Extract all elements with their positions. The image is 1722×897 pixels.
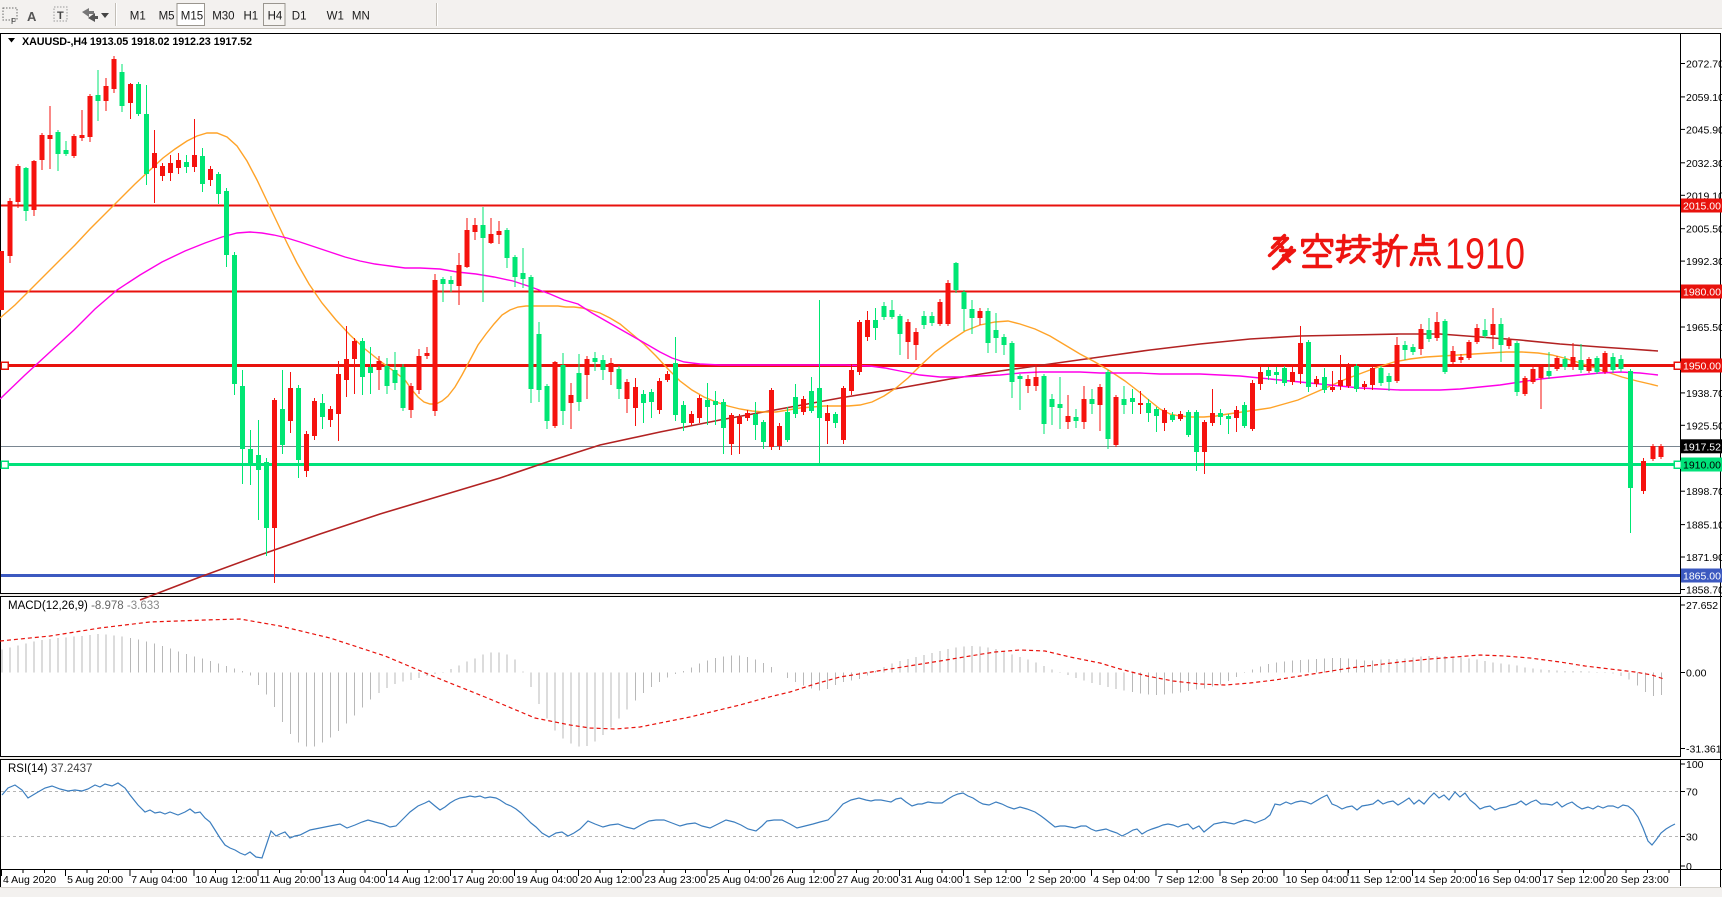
svg-text:2032.30: 2032.30 <box>1686 158 1722 170</box>
svg-text:1858.70: 1858.70 <box>1686 585 1722 597</box>
svg-text:M5: M5 <box>159 11 175 23</box>
svg-text:1885.10: 1885.10 <box>1686 520 1722 532</box>
svg-text:H1: H1 <box>244 11 259 23</box>
svg-text:4 Aug 2020: 4 Aug 2020 <box>3 874 56 886</box>
svg-text:1865.00: 1865.00 <box>1683 571 1721 583</box>
svg-text:16 Sep 04:00: 16 Sep 04:00 <box>1478 874 1541 886</box>
svg-text:W1: W1 <box>327 11 344 23</box>
svg-text:H4: H4 <box>268 11 283 23</box>
svg-text:2045.90: 2045.90 <box>1686 124 1722 136</box>
svg-text:1965.50: 1965.50 <box>1686 322 1722 334</box>
svg-text:1871.90: 1871.90 <box>1686 552 1722 564</box>
svg-text:2072.70: 2072.70 <box>1686 59 1722 71</box>
svg-text:RSI(14) 37.2437: RSI(14) 37.2437 <box>8 763 92 775</box>
svg-text:1992.30: 1992.30 <box>1686 256 1722 268</box>
svg-text:4 Sep 04:00: 4 Sep 04:00 <box>1093 874 1150 886</box>
svg-text:2015.00: 2015.00 <box>1683 201 1721 213</box>
svg-text:T: T <box>57 10 64 22</box>
svg-text:70: 70 <box>1686 787 1698 799</box>
svg-text:D1: D1 <box>292 11 307 23</box>
svg-text:20 Sep 23:00: 20 Sep 23:00 <box>1606 874 1669 886</box>
svg-text:5 Aug 20:00: 5 Aug 20:00 <box>67 874 123 886</box>
svg-text:25 Aug 04:00: 25 Aug 04:00 <box>708 874 770 886</box>
svg-text:F: F <box>11 17 16 26</box>
svg-text:31 Aug 04:00: 31 Aug 04:00 <box>901 874 963 886</box>
svg-text:14 Aug 12:00: 14 Aug 12:00 <box>388 874 450 886</box>
svg-text:M30: M30 <box>212 11 234 23</box>
svg-text:2 Sep 20:00: 2 Sep 20:00 <box>1029 874 1086 886</box>
svg-text:1917.52: 1917.52 <box>1683 441 1721 453</box>
svg-text:0: 0 <box>1686 861 1692 873</box>
svg-text:1910: 1910 <box>1445 230 1525 279</box>
svg-text:1 Sep 12:00: 1 Sep 12:00 <box>965 874 1022 886</box>
svg-text:2059.10: 2059.10 <box>1686 92 1722 104</box>
svg-text:26 Aug 12:00: 26 Aug 12:00 <box>773 874 835 886</box>
svg-text:M15: M15 <box>181 11 203 23</box>
svg-text:10 Aug 12:00: 10 Aug 12:00 <box>195 874 257 886</box>
svg-text:1950.00: 1950.00 <box>1683 361 1721 373</box>
svg-text:13 Aug 04:00: 13 Aug 04:00 <box>324 874 386 886</box>
svg-text:8 Sep 20:00: 8 Sep 20:00 <box>1222 874 1279 886</box>
svg-text:14 Sep 20:00: 14 Sep 20:00 <box>1414 874 1477 886</box>
svg-text:20 Aug 12:00: 20 Aug 12:00 <box>580 874 642 886</box>
svg-text:2005.50: 2005.50 <box>1686 224 1722 236</box>
svg-text:MACD(12,26,9) -8.978 -3.633: MACD(12,26,9) -8.978 -3.633 <box>8 600 160 612</box>
svg-text:0.00: 0.00 <box>1686 668 1707 680</box>
svg-text:7 Aug 04:00: 7 Aug 04:00 <box>131 874 187 886</box>
svg-text:MN: MN <box>352 11 370 23</box>
svg-text:23 Aug 23:00: 23 Aug 23:00 <box>644 874 706 886</box>
svg-text:M1: M1 <box>130 11 146 23</box>
svg-text:30: 30 <box>1686 832 1698 844</box>
svg-text:1980.00: 1980.00 <box>1683 287 1721 299</box>
svg-text:11 Aug 20:00: 11 Aug 20:00 <box>260 874 321 886</box>
svg-text:27 Aug 20:00: 27 Aug 20:00 <box>837 874 899 886</box>
svg-text:27.652: 27.652 <box>1686 600 1718 612</box>
svg-text:1910.00: 1910.00 <box>1683 460 1721 472</box>
svg-text:XAUUSD-,H4 1913.05 1918.02 19: XAUUSD-,H4 1913.05 1918.02 1912.23 1917.… <box>22 36 252 48</box>
svg-text:10 Sep 04:00: 10 Sep 04:00 <box>1286 874 1349 886</box>
svg-text:17 Sep 12:00: 17 Sep 12:00 <box>1542 874 1605 886</box>
svg-text:19 Aug 04:00: 19 Aug 04:00 <box>516 874 578 886</box>
svg-text:7 Sep 12:00: 7 Sep 12:00 <box>1157 874 1214 886</box>
svg-text:17 Aug 20:00: 17 Aug 20:00 <box>452 874 514 886</box>
svg-text:1898.70: 1898.70 <box>1686 486 1722 498</box>
svg-text:11 Sep 12:00: 11 Sep 12:00 <box>1350 874 1412 886</box>
svg-text:100: 100 <box>1686 759 1704 771</box>
svg-text:1925.50: 1925.50 <box>1686 420 1722 432</box>
svg-text:-31.361: -31.361 <box>1686 744 1722 756</box>
svg-text:1938.70: 1938.70 <box>1686 388 1722 400</box>
svg-text:A: A <box>27 9 37 24</box>
